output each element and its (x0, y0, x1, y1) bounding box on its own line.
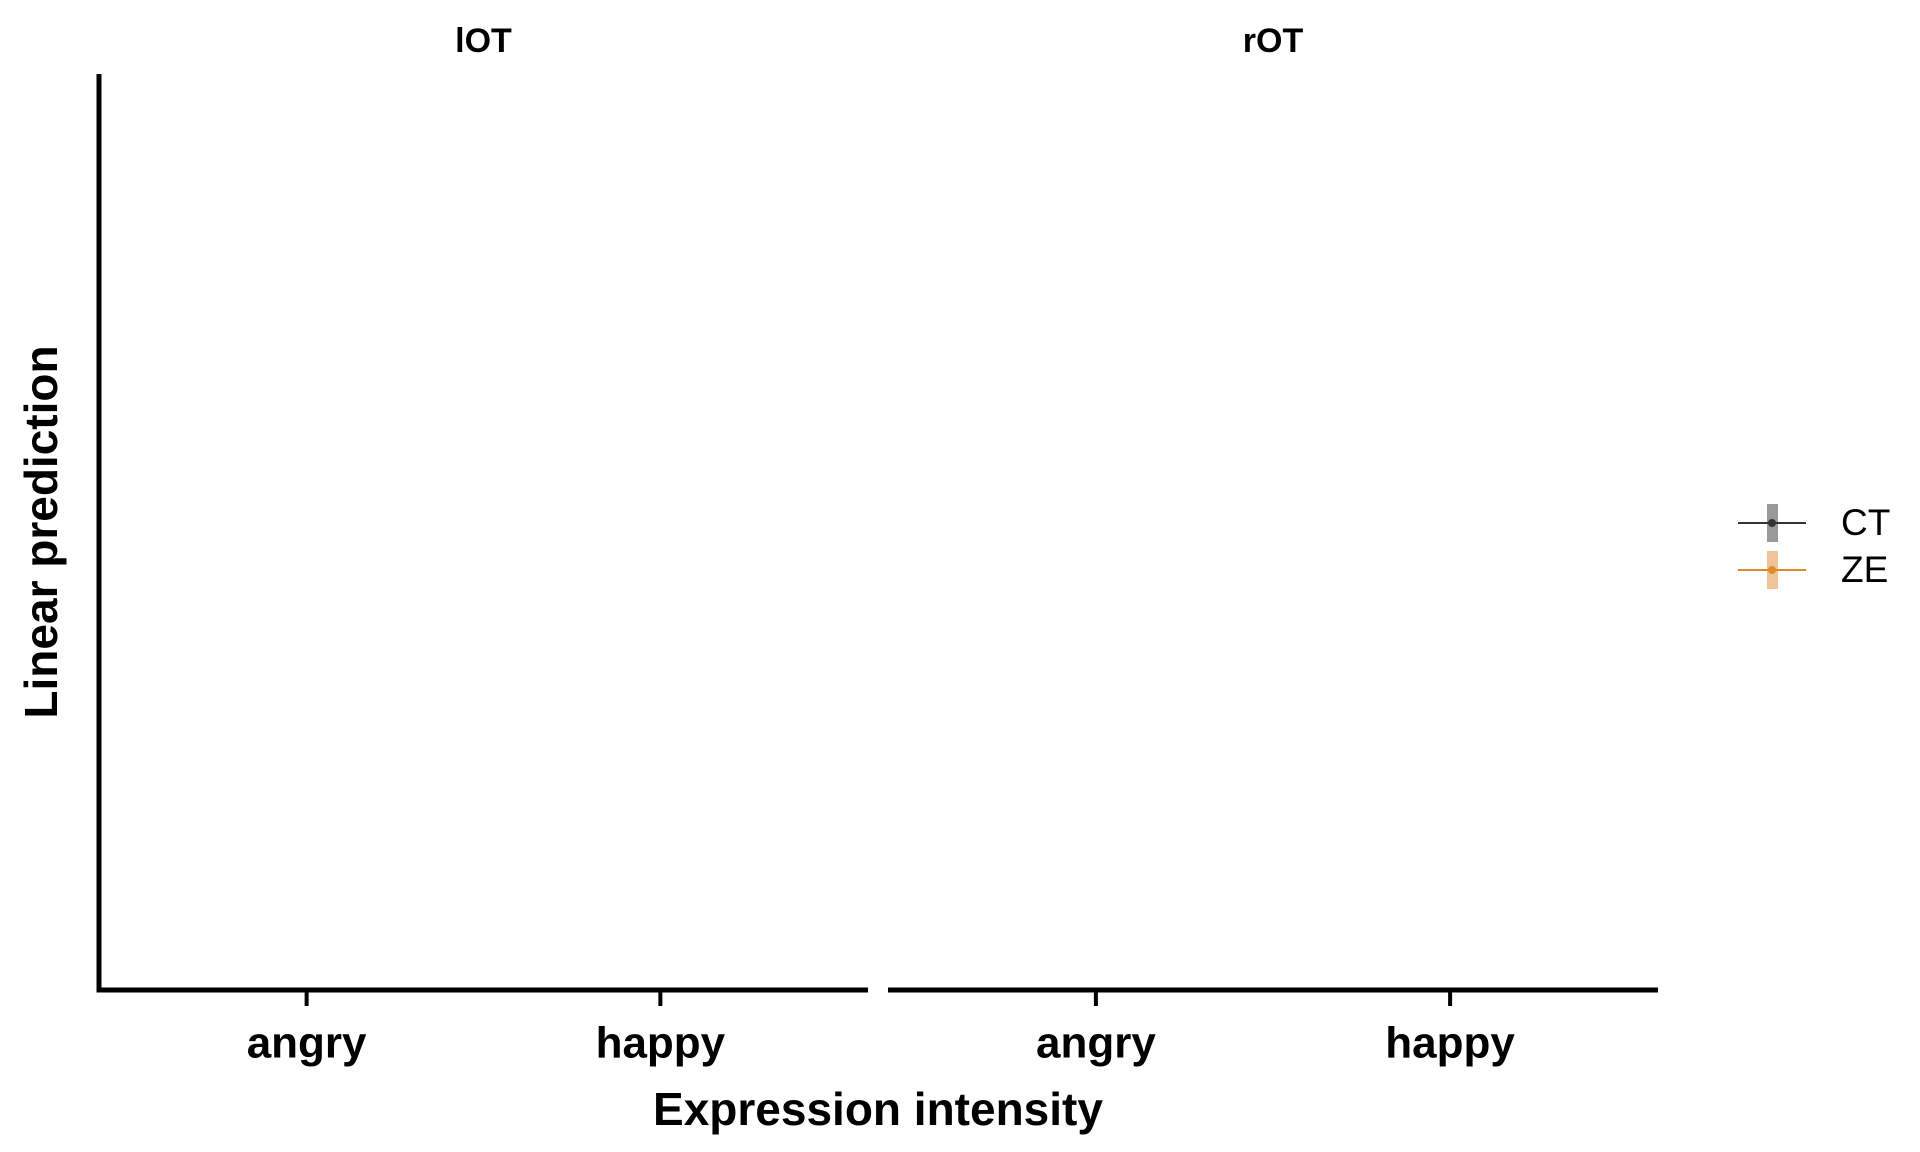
legend-point (1768, 566, 1776, 574)
y-axis-label: Linear prediction (15, 345, 67, 718)
x-tick-label: angry (1036, 1019, 1156, 1068)
legend-label: ZE (1841, 549, 1888, 590)
facet-title: lOT (455, 22, 512, 60)
x-axis-label: Expression intensity (653, 1083, 1103, 1135)
x-tick-label: angry (247, 1019, 367, 1068)
x-tick-label: happy (596, 1019, 726, 1068)
legend-point (1768, 519, 1776, 527)
facet-title: rOT (1243, 22, 1304, 60)
legend-label: CT (1841, 502, 1890, 543)
x-tick-label: happy (1385, 1019, 1515, 1068)
